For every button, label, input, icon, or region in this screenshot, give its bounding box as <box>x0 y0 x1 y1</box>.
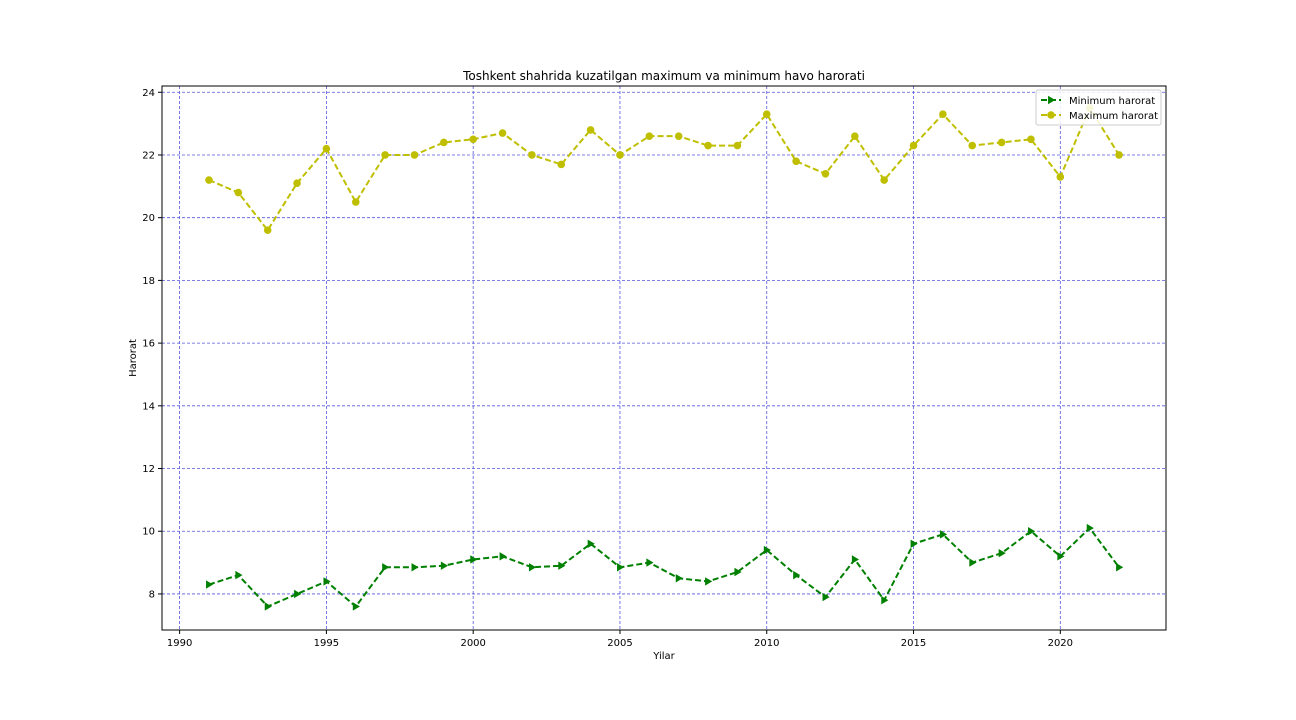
legend-marker-minimum <box>1048 95 1056 105</box>
data-point <box>617 563 625 572</box>
y-tick-label: 16 <box>142 339 155 350</box>
data-point <box>733 141 742 150</box>
data-point <box>734 567 742 577</box>
data-point <box>705 577 713 586</box>
data-point <box>851 132 859 140</box>
data-point <box>352 602 360 611</box>
data-point <box>557 160 566 169</box>
data-point <box>410 151 419 159</box>
data-point <box>997 138 1006 147</box>
data-point <box>1027 135 1035 144</box>
chart-title: Toshkent shahrida kuzatilgan maximum va … <box>462 69 865 83</box>
y-tick-label: 18 <box>142 276 155 287</box>
data-point <box>499 552 507 561</box>
x-tick-label: 1990 <box>167 638 192 649</box>
series-layer <box>205 104 1124 611</box>
data-point <box>675 574 683 583</box>
x-tick-label: 2000 <box>460 638 485 649</box>
data-point <box>1115 151 1123 159</box>
data-point <box>909 141 918 150</box>
y-tick-label: 24 <box>142 88 155 99</box>
data-point <box>440 561 449 570</box>
data-point <box>939 110 947 119</box>
data-point <box>206 580 214 589</box>
data-point <box>704 141 712 150</box>
data-point <box>293 179 301 187</box>
data-point <box>881 596 889 605</box>
data-point <box>1056 173 1065 181</box>
data-point <box>440 138 448 147</box>
data-point <box>792 157 800 166</box>
data-point <box>294 589 302 599</box>
series-line <box>208 526 1120 608</box>
data-point <box>968 141 977 150</box>
x-axis-label: Yilar <box>652 651 675 662</box>
data-point <box>469 135 477 144</box>
data-point <box>1086 523 1094 533</box>
data-point <box>587 539 595 548</box>
data-point <box>528 151 536 159</box>
data-point <box>793 570 801 580</box>
data-point <box>645 132 654 140</box>
data-point <box>528 563 537 572</box>
x-axis: 1990 1995 2000 2005 2010 2015 2020 <box>167 630 1073 649</box>
legend: Minimum harorat Maximum harorat <box>1035 89 1162 126</box>
data-point <box>646 558 654 567</box>
data-point <box>822 592 830 602</box>
data-point <box>762 110 771 119</box>
data-point <box>235 570 243 580</box>
x-tick-label: 1995 <box>314 638 339 649</box>
data-point <box>411 563 419 572</box>
legend-label-minimum: Minimum harorat <box>1069 96 1155 107</box>
data-point <box>998 548 1006 558</box>
data-point <box>910 539 918 548</box>
y-tick-label: 10 <box>142 527 155 538</box>
y-tick-label: 8 <box>149 589 155 600</box>
data-point <box>498 129 507 137</box>
data-point <box>323 577 331 586</box>
x-tick-label: 2020 <box>1048 638 1073 649</box>
data-point <box>205 176 213 184</box>
y-tick-label: 14 <box>142 401 155 412</box>
legend-marker-maximum <box>1047 111 1055 119</box>
legend-box <box>1035 89 1162 126</box>
y-tick-label: 20 <box>142 213 155 224</box>
data-point <box>1028 527 1036 536</box>
data-point <box>558 561 566 570</box>
y-axis: 8 10 12 14 16 18 20 22 24 <box>142 88 162 600</box>
grid <box>162 86 1166 630</box>
x-tick-label: 2015 <box>901 638 926 649</box>
data-point <box>1116 563 1124 572</box>
series-minimum <box>206 523 1124 611</box>
data-point <box>264 602 272 611</box>
y-tick-label: 22 <box>142 150 155 161</box>
series-maximum <box>205 104 1123 235</box>
data-point <box>821 169 830 178</box>
data-point <box>234 188 243 197</box>
plot-frame <box>161 85 1167 631</box>
data-point <box>616 151 624 159</box>
data-point <box>1057 552 1065 561</box>
data-point <box>586 126 595 134</box>
data-point <box>851 555 860 564</box>
data-point <box>674 132 683 140</box>
data-point <box>880 176 888 184</box>
x-tick-label: 2010 <box>754 638 779 649</box>
data-point <box>381 151 389 159</box>
data-point <box>351 198 360 206</box>
data-point <box>969 558 977 567</box>
y-axis-label: Harorat <box>128 339 139 377</box>
data-point <box>322 144 331 153</box>
data-point <box>763 545 771 555</box>
x-tick-label: 2005 <box>607 638 632 649</box>
series-line <box>208 105 1120 232</box>
data-point <box>263 226 272 235</box>
y-tick-label: 12 <box>142 464 155 475</box>
legend-label-maximum: Maximum harorat <box>1069 111 1158 122</box>
data-point <box>939 530 948 539</box>
data-point <box>382 563 390 572</box>
data-point <box>470 555 478 564</box>
